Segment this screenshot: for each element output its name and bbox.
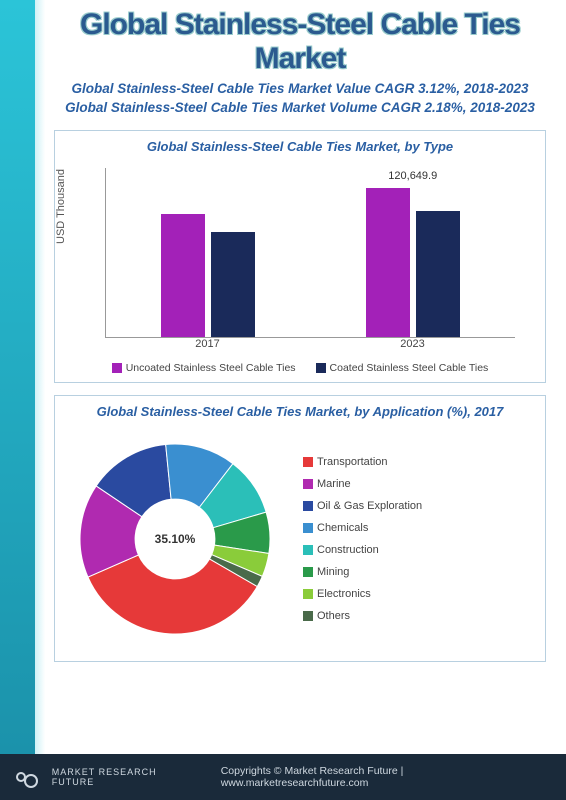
legend-label: Transportation (317, 456, 388, 468)
legend-swatch (303, 611, 313, 621)
x-category-label: 2017 (195, 338, 219, 358)
bar (416, 211, 460, 337)
legend-label: Electronics (317, 588, 371, 600)
legend-item: Marine (303, 478, 535, 490)
donut-chart-title: Global Stainless-Steel Cable Ties Market… (55, 396, 545, 423)
subtitle-line-2: Global Stainless-Steel Cable Ties Market… (40, 99, 560, 118)
legend-label: Construction (317, 544, 379, 556)
content-area: Global Stainless-Steel Cable Ties Market… (40, 0, 560, 800)
subtitle-line-1: Global Stainless-Steel Cable Ties Market… (40, 80, 560, 99)
footer: MARKET RESEARCH FUTURE Copyrights © Mark… (0, 754, 566, 800)
bar-chart-x-axis: 2017 2023 (105, 338, 515, 358)
x-category-label: 2023 (400, 338, 424, 358)
bar-group: 120,649.9 (366, 188, 460, 336)
legend-label: Chemicals (317, 522, 368, 534)
legend-item: Chemicals (303, 522, 535, 534)
page-title: Global Stainless-Steel Cable Ties Market (40, 8, 560, 76)
legend-item: Construction (303, 544, 535, 556)
legend-item: Coated Stainless Steel Cable Ties (316, 362, 489, 374)
legend-item: Uncoated Stainless Steel Cable Ties (112, 362, 296, 374)
legend-swatch (303, 479, 313, 489)
legend-swatch (303, 457, 313, 467)
bar-chart: USD Thousand 120,649.9 20172023 (105, 158, 515, 358)
bar-value-callout: 120,649.9 (366, 170, 460, 182)
donut-chart-body: 35.10% Transportation Marine Oil & Gas Exp… (55, 423, 545, 661)
legend-item: Electronics (303, 588, 535, 600)
footer-copyright: Copyrights © Market Research Future | ww… (221, 765, 550, 789)
legend-swatch (303, 545, 313, 555)
bar (366, 188, 410, 336)
bar-chart-title: Global Stainless-Steel Cable Ties Market… (55, 131, 545, 158)
subtitle-block: Global Stainless-Steel Cable Ties Market… (40, 80, 560, 118)
logo-icon (16, 772, 26, 782)
legend-swatch (316, 363, 326, 373)
legend-swatch (303, 589, 313, 599)
donut-chart: 35.10% (65, 429, 285, 649)
donut-chart-legend: Transportation Marine Oil & Gas Exploratio… (285, 429, 535, 649)
legend-swatch (303, 523, 313, 533)
bar-chart-legend: Uncoated Stainless Steel Cable Ties Coate… (55, 358, 545, 382)
bar-group (161, 214, 255, 337)
legend-item: Oil & Gas Exploration (303, 500, 535, 512)
legend-swatch (303, 501, 313, 511)
bar (211, 232, 255, 337)
legend-item: Transportation (303, 456, 535, 468)
donut-chart-panel: Global Stainless-Steel Cable Ties Market… (54, 395, 546, 662)
bar-chart-panel: Global Stainless-Steel Cable Ties Market… (54, 130, 546, 383)
legend-item: Mining (303, 566, 535, 578)
legend-swatch (303, 567, 313, 577)
bar-chart-plot-area: 120,649.9 (105, 168, 515, 338)
legend-label: Marine (317, 478, 351, 490)
legend-label: Mining (317, 566, 349, 578)
bar-chart-ylabel: USD Thousand (55, 169, 67, 244)
footer-logo: MARKET RESEARCH FUTURE (16, 767, 201, 787)
footer-brand: MARKET RESEARCH FUTURE (52, 767, 201, 787)
legend-label: Oil & Gas Exploration (317, 500, 422, 512)
donut-center-label: 35.10% (155, 532, 196, 546)
accent-stripe (0, 0, 35, 800)
legend-item: Others (303, 610, 535, 622)
bar (161, 214, 205, 337)
legend-label: Others (317, 610, 350, 622)
legend-swatch (112, 363, 122, 373)
